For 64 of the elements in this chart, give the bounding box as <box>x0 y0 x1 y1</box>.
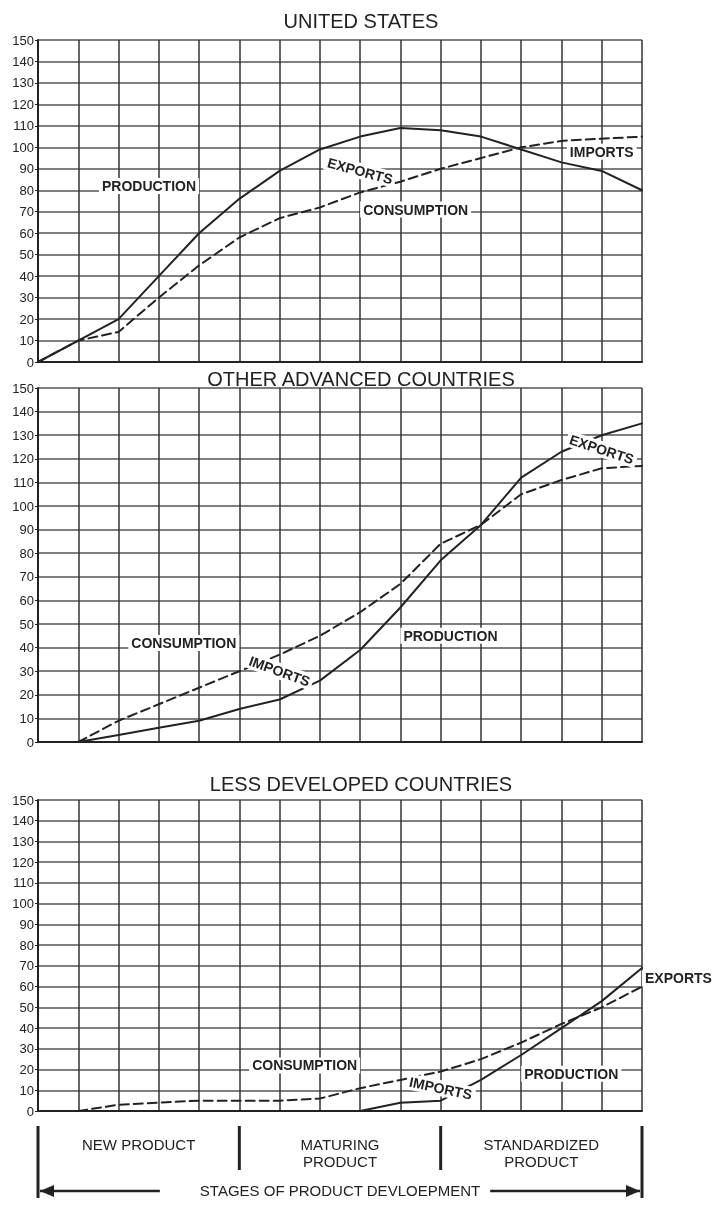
y-tick-label: 120 <box>12 854 34 870</box>
chart-title: UNITED STATES <box>283 10 439 32</box>
y-tick-label: 130 <box>12 75 34 91</box>
y-tick-label: 150 <box>12 32 34 48</box>
text: STANDARDIZED PRODUCT <box>482 1136 601 1170</box>
annotation: IMPORTS <box>407 1073 474 1103</box>
chart-title: OTHER ADVANCED COUNTRIES <box>207 368 515 390</box>
y-tick-label: 30 <box>19 663 34 679</box>
y-tick-label: 10 <box>19 333 34 349</box>
y-tick-label: 40 <box>19 640 34 656</box>
text: PRODUCTION <box>101 177 197 194</box>
y-tick-label: 110 <box>13 118 34 134</box>
text: STAGES OF PRODUCT DEVLOEPMENT <box>199 1182 481 1199</box>
y-tick-label: 20 <box>19 687 34 703</box>
y-tick-label: 70 <box>19 958 34 974</box>
annotation: IMPORTS <box>569 143 634 160</box>
y-tick-label: 90 <box>19 522 34 538</box>
y-tick-label: 10 <box>19 1082 34 1098</box>
y-tick-label: 140 <box>12 53 34 69</box>
y-tick-label: 10 <box>19 710 34 726</box>
series-label: CONSUMPTION <box>252 1057 358 1074</box>
y-tick-label: 140 <box>12 404 34 420</box>
y-tick-label: 70 <box>19 569 34 585</box>
y-tick-label: 100 <box>12 139 34 155</box>
series-label: PRODUCTION <box>524 1065 619 1082</box>
y-tick-label: 50 <box>19 999 34 1015</box>
y-tick-label: 130 <box>12 833 34 849</box>
y-tick-label: 80 <box>19 182 34 198</box>
y-tick-label: 150 <box>12 380 34 396</box>
y-tick-label: 140 <box>12 813 34 829</box>
y-tick-label: 60 <box>19 592 34 608</box>
y-tick-label: 50 <box>19 247 34 263</box>
y-tick-label: 40 <box>19 1020 34 1036</box>
text: NEW PRODUCT <box>81 1136 197 1153</box>
y-tick-label: 20 <box>19 311 34 327</box>
y-tick-label: 80 <box>19 545 34 561</box>
y-tick-label: 100 <box>12 498 34 514</box>
y-tick-label: 110 <box>13 474 34 490</box>
y-tick-label: 0 <box>26 354 34 370</box>
y-tick-label: 70 <box>19 204 34 220</box>
chart-title: LESS DEVELOPED COUNTRIES <box>209 773 513 795</box>
y-tick-label: 60 <box>19 979 34 995</box>
y-tick-label: 150 <box>12 792 34 808</box>
y-tick-label: 100 <box>12 896 34 912</box>
y-tick-label: 50 <box>19 616 34 632</box>
y-tick-label: 20 <box>19 1062 34 1078</box>
y-tick-label: 120 <box>12 451 34 467</box>
text: EXPORTS <box>645 970 712 987</box>
y-tick-label: 0 <box>26 1103 34 1119</box>
y-tick-label: 90 <box>19 916 34 932</box>
series-label: CONSUMPTION <box>363 201 469 218</box>
y-tick-label: 40 <box>19 268 34 284</box>
y-tick-label: 80 <box>19 937 34 953</box>
y-tick-label: 110 <box>13 875 34 891</box>
series-label: CONSUMPTION <box>131 634 237 651</box>
y-tick-label: 60 <box>19 225 34 241</box>
y-tick-label: 30 <box>19 1041 34 1057</box>
y-tick-label: 90 <box>19 161 34 177</box>
text: MATURING PRODUCT <box>299 1136 381 1170</box>
series-label: PRODUCTION <box>403 627 498 644</box>
y-tick-label: 30 <box>19 290 34 306</box>
y-tick-label: 120 <box>12 96 34 112</box>
y-tick-label: 0 <box>26 734 34 750</box>
y-tick-label: 130 <box>12 427 34 443</box>
